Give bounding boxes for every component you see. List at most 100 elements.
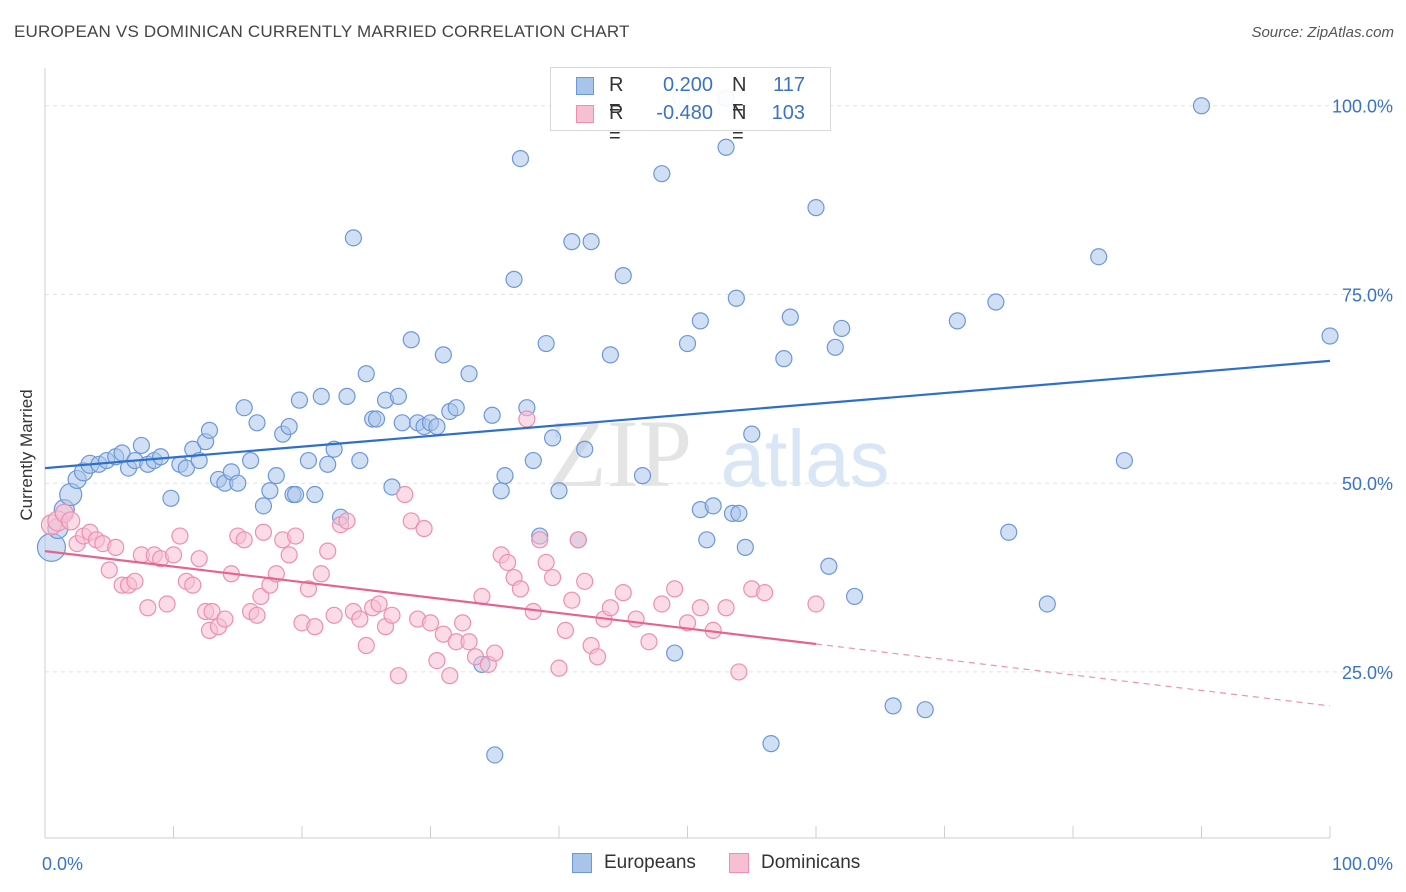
axes — [44, 68, 1331, 839]
dominican-point — [415, 519, 433, 538]
dominican-point — [389, 667, 407, 685]
dominican-point — [280, 546, 298, 564]
dominican-point — [518, 410, 536, 428]
dominican-point — [126, 572, 144, 590]
european-point — [402, 331, 420, 349]
european-point — [704, 497, 722, 515]
european-point — [280, 417, 298, 436]
european-point — [775, 350, 793, 368]
european-point — [653, 165, 671, 183]
dominican-point — [434, 625, 452, 643]
european-point — [736, 538, 754, 556]
european-point — [691, 312, 709, 330]
european-point — [633, 467, 652, 485]
european-point — [1038, 595, 1056, 613]
european-point — [299, 451, 318, 470]
n-label: N = — [732, 74, 747, 119]
european-point — [367, 410, 386, 428]
european-point — [389, 387, 407, 405]
dominicans-swatch — [729, 853, 749, 873]
european-point — [582, 233, 600, 251]
dominican-point — [235, 531, 253, 549]
european-point — [290, 391, 309, 409]
european-point — [267, 467, 285, 485]
dominican-point — [556, 621, 575, 640]
european-point — [807, 199, 825, 217]
european-point — [351, 451, 369, 470]
dominican-point — [428, 651, 446, 670]
watermark-zip: ZIP — [548, 400, 692, 507]
dominican-point — [357, 636, 375, 655]
european-point — [730, 504, 748, 522]
dominican-point — [614, 584, 632, 602]
european-point — [601, 346, 620, 364]
european-point — [987, 293, 1005, 311]
dominican-point — [158, 595, 176, 613]
european-point — [1090, 248, 1108, 266]
dominican-point — [486, 644, 504, 662]
european-point — [820, 557, 838, 575]
y-tick-label: 100.0% — [1332, 97, 1393, 117]
european-point — [344, 229, 362, 247]
european-point — [248, 414, 266, 432]
dominican-point — [254, 523, 273, 541]
european-point — [762, 735, 780, 753]
dominicans-swatch — [576, 105, 594, 123]
european-point — [261, 482, 279, 500]
dominican-point — [730, 663, 748, 681]
dominican-point — [216, 610, 234, 628]
european-point — [666, 644, 684, 662]
dominican-point — [588, 648, 607, 666]
european-point — [743, 425, 761, 443]
dominican-point — [396, 485, 414, 504]
european-point — [312, 387, 330, 405]
dominican-point — [653, 595, 671, 613]
dominican-point — [184, 576, 202, 594]
y-tick-label: 50.0% — [1342, 474, 1393, 494]
european-point — [524, 451, 542, 470]
european-point — [229, 474, 247, 492]
source-label: Source: ZipAtlas.com — [1251, 24, 1394, 41]
european-point — [393, 414, 411, 432]
european-point — [486, 746, 504, 764]
dominican-point — [550, 659, 568, 677]
european-point — [152, 448, 170, 466]
dominican-point — [666, 580, 684, 598]
dominican-point — [325, 606, 343, 624]
dominican-point — [441, 667, 459, 685]
trend-line-extension-dominicans — [815, 643, 1331, 707]
grid-lines — [45, 105, 1396, 673]
european-point — [826, 338, 844, 356]
dominican-point — [460, 633, 478, 651]
europeans-swatch — [576, 77, 594, 95]
european-point — [884, 697, 902, 715]
r-value: 0.200 — [662, 74, 713, 96]
european-point — [727, 289, 745, 307]
european-point — [614, 266, 632, 285]
european-point — [1321, 327, 1339, 345]
european-point — [1115, 451, 1134, 470]
dominican-point — [511, 580, 530, 598]
data-points — [36, 89, 1339, 764]
dominican-point — [203, 602, 221, 621]
european-point — [576, 440, 594, 458]
european-point — [235, 399, 253, 417]
dominican-point — [537, 553, 555, 572]
european-point — [833, 319, 851, 338]
r-value: -0.480 — [656, 102, 713, 124]
dominican-point — [543, 568, 562, 587]
dominican-point — [499, 553, 517, 572]
european-point — [496, 467, 514, 485]
european-point — [492, 482, 510, 500]
x-tick-label: 100.0% — [1332, 854, 1393, 874]
european-point — [254, 497, 273, 515]
r-label: R = — [609, 102, 624, 147]
dominican-point — [807, 595, 825, 613]
european-point — [338, 387, 356, 405]
watermark-atlas: atlas — [721, 414, 890, 503]
dominican-point — [338, 512, 356, 530]
european-point — [132, 436, 150, 455]
dominican-point — [640, 633, 658, 651]
n-value: 117 — [773, 74, 805, 96]
